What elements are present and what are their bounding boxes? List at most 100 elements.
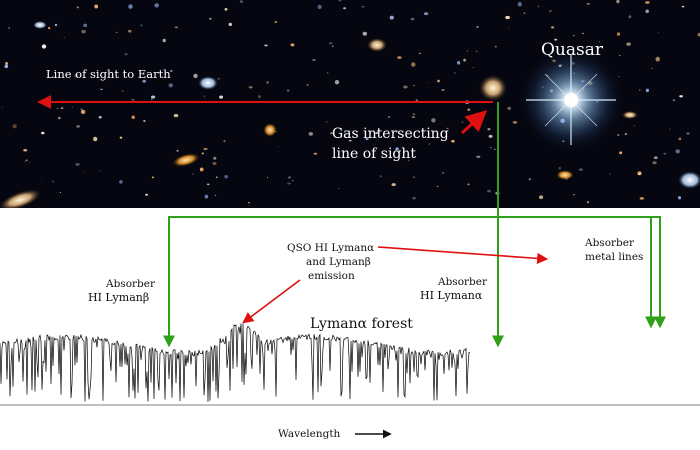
faint-galaxy (206, 183, 210, 186)
faint-galaxy (274, 21, 278, 23)
faint-galaxy (60, 107, 64, 110)
faint-galaxy (412, 113, 416, 115)
faint-galaxy (436, 186, 439, 188)
faint-galaxy (663, 152, 667, 155)
background-galaxies (1, 0, 700, 204)
faint-galaxy (548, 10, 552, 13)
faint-galaxy (628, 15, 632, 19)
faint-galaxy (633, 125, 635, 127)
gas-label-line1: Gas intersecting (332, 126, 449, 142)
faint-galaxy (528, 178, 531, 181)
faint-galaxy (645, 9, 649, 14)
faint-galaxy (71, 106, 73, 108)
faint-galaxy (626, 42, 631, 46)
faint-galaxy (119, 136, 123, 139)
faint-galaxy (203, 95, 206, 98)
faint-galaxy (317, 4, 322, 10)
faint-galaxy (204, 194, 209, 199)
faint-galaxy (330, 132, 333, 135)
faint-galaxy (23, 149, 28, 152)
faint-galaxy (413, 176, 416, 178)
faint-galaxy (209, 17, 212, 20)
faint-galaxy (212, 162, 217, 165)
faint-galaxy (154, 3, 159, 8)
faint-galaxy (428, 81, 430, 83)
faint-galaxy (292, 179, 294, 182)
faint-galaxy (616, 0, 620, 4)
faint-galaxy (215, 176, 218, 179)
faint-galaxy (591, 46, 594, 48)
faint-galaxy (512, 121, 518, 124)
faint-galaxy (391, 183, 396, 187)
faint-galaxy (331, 45, 334, 47)
faint-galaxy (558, 167, 562, 170)
faint-galaxy (494, 45, 497, 48)
faint-galaxy (306, 84, 309, 86)
faint-galaxy (686, 132, 690, 135)
galaxy (622, 111, 638, 119)
faint-galaxy (348, 139, 352, 142)
green-line-lyman-beta (163, 216, 498, 348)
faint-galaxy (287, 182, 291, 185)
faint-galaxy (290, 43, 295, 47)
faint-galaxy (151, 176, 154, 179)
faint-galaxy (411, 62, 416, 67)
faint-galaxy (56, 108, 59, 110)
faint-galaxy (54, 23, 58, 27)
faint-galaxy (466, 50, 469, 52)
faint-galaxy (5, 61, 8, 66)
faint-galaxy (463, 58, 466, 62)
faint-galaxy (442, 172, 444, 174)
faint-galaxy (487, 128, 491, 131)
faint-galaxy (81, 29, 86, 34)
galaxy (263, 123, 277, 137)
faint-galaxy (224, 175, 229, 179)
faint-galaxy (277, 146, 279, 148)
faint-galaxy (428, 143, 430, 145)
faint-galaxy (257, 95, 261, 99)
faint-galaxy (266, 176, 269, 179)
faint-galaxy (80, 109, 86, 114)
faint-galaxy (415, 99, 418, 101)
faint-galaxy (168, 83, 173, 88)
faint-galaxy (176, 149, 179, 152)
gas-pointer-arrow (460, 110, 488, 135)
faint-galaxy (431, 118, 436, 123)
faint-galaxy (48, 26, 51, 30)
faint-galaxy (461, 121, 464, 123)
faint-galaxy (121, 90, 124, 93)
faint-galaxy (217, 77, 220, 80)
galaxy (678, 171, 700, 189)
faint-galaxy (76, 125, 80, 128)
faint-galaxy (203, 147, 208, 151)
faint-galaxy (537, 5, 540, 7)
galaxy-spiral (367, 38, 387, 52)
faint-galaxy (145, 193, 149, 196)
faint-galaxy (28, 162, 31, 164)
faint-galaxy (517, 1, 522, 7)
faint-galaxy (587, 201, 590, 204)
faint-galaxy (652, 161, 657, 165)
faint-galaxy (410, 17, 415, 21)
faint-galaxy (8, 27, 11, 29)
faint-galaxy (505, 15, 510, 20)
faint-galaxy (653, 156, 658, 160)
galaxy (33, 21, 47, 29)
faint-galaxy (657, 32, 660, 33)
faint-galaxy (365, 137, 369, 141)
faint-galaxy (472, 66, 474, 68)
faint-galaxy (287, 176, 292, 179)
line-of-sight-label: Line of sight to Earth (46, 67, 171, 81)
faint-galaxy (573, 35, 575, 37)
faint-galaxy (59, 191, 62, 193)
faint-galaxy (173, 113, 179, 118)
faint-galaxy (411, 116, 416, 119)
faint-galaxy (4, 64, 9, 69)
faint-galaxy (554, 38, 558, 41)
faint-galaxy (192, 173, 194, 175)
faint-galaxy (12, 124, 17, 129)
faint-galaxy (266, 81, 269, 84)
green-line-metal-1 (498, 216, 666, 329)
faint-galaxy (124, 53, 128, 56)
